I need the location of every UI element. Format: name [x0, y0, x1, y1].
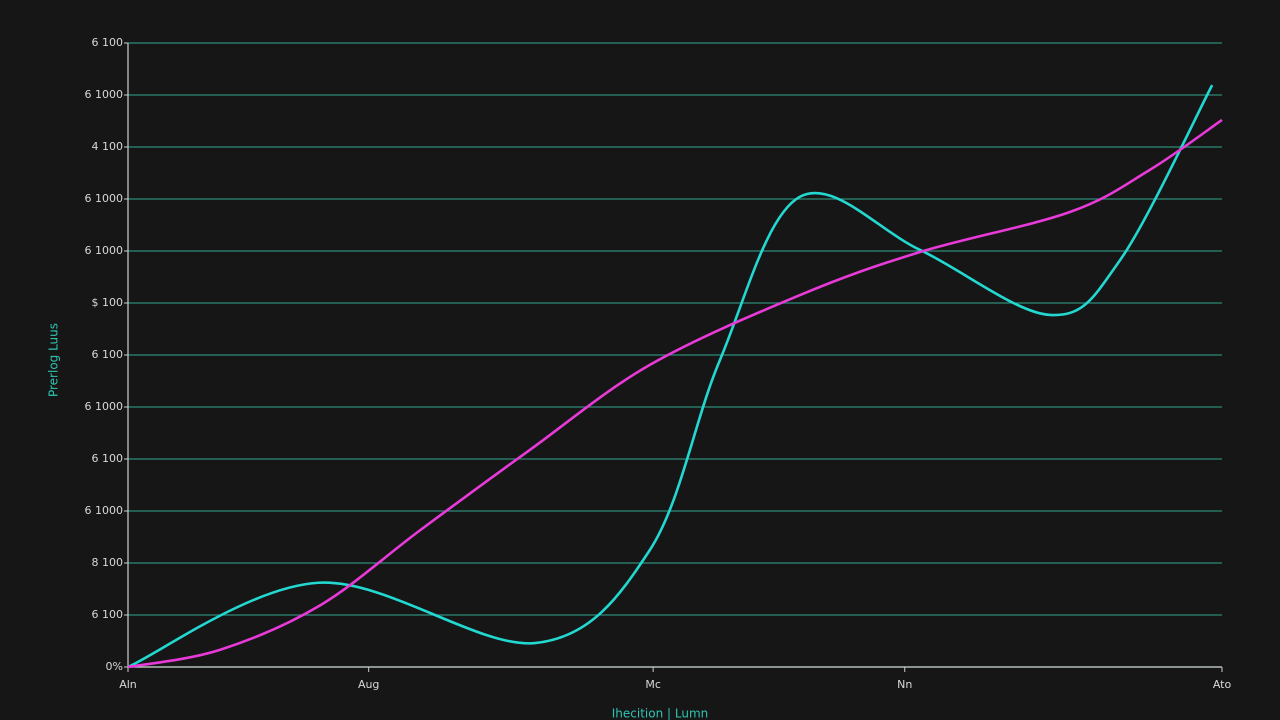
series-line: [127, 84, 1214, 669]
x-tick-label: Mc: [645, 678, 661, 691]
x-tick-label: Aln: [119, 678, 137, 691]
y-tick-label: 6 1000: [85, 504, 124, 517]
y-tick-label: 6 1000: [85, 192, 124, 205]
y-tick-label: 6 100: [92, 608, 124, 621]
x-axis-title: Ihecition | Lumn: [612, 707, 709, 720]
x-tick-label: Nn: [897, 678, 912, 691]
y-tick-label: 6 100: [92, 36, 124, 49]
y-tick-label: 6 100: [92, 348, 124, 361]
y-tick-label: $ 100: [92, 296, 124, 309]
y-axis-title: Prerlog Luus: [47, 323, 61, 397]
y-tick-label: 6 1000: [85, 244, 124, 257]
series-line: [127, 118, 1223, 669]
y-tick-label: 8 100: [92, 556, 124, 569]
y-tick-label: 6 1000: [85, 88, 124, 101]
x-tick-label: Aug: [358, 678, 379, 691]
y-tick-label: 6 100: [92, 452, 124, 465]
y-tick-label: 4 100: [92, 140, 124, 153]
x-tick-label: Ato: [1213, 678, 1232, 691]
y-tick-label: 0%: [106, 660, 123, 673]
y-tick-label: 6 1000: [85, 400, 124, 413]
